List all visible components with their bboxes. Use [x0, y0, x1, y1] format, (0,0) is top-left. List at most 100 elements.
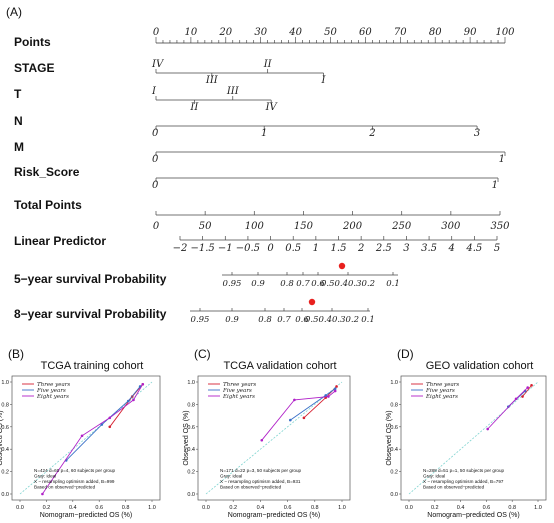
survival-tick-label: 0.9 — [251, 279, 265, 289]
x-tick-label: 0.0 — [405, 505, 413, 511]
calibration-note: Based on observed−predicted — [423, 485, 485, 490]
survival-tick-label: 0.7 — [296, 279, 310, 289]
points-tick-label: 10 — [185, 27, 198, 38]
covariate-level-label: IV — [265, 102, 279, 113]
points-tick-label: 100 — [495, 27, 515, 38]
calibration-note: Based on observed−predicted — [220, 485, 282, 490]
calibration-note: Gray: ideal — [423, 474, 445, 479]
nomogram-row-label: M — [14, 140, 24, 154]
points-tick-label: 30 — [254, 27, 267, 38]
total-points-tick-label: 150 — [294, 221, 314, 232]
panel-tag: (C) — [194, 347, 211, 361]
survival-tick-label: 0.8 — [258, 315, 272, 325]
panel-tag: (B) — [8, 347, 24, 361]
series-line — [522, 385, 532, 397]
series-point — [302, 416, 306, 420]
linear-predictor-tick-label: 3 — [403, 243, 409, 254]
survival-tick-label: 0.8 — [280, 279, 294, 289]
survival-tick-label: 0.50.40.30.2 — [321, 279, 375, 289]
series-point — [333, 387, 337, 391]
x-axis-label: Nomogram−predicted OS (%) — [40, 512, 132, 519]
calibration-plots: (B) TCGA training cohort 0.0 0.0 0.2 0.2 0.4 0.… — [0, 347, 547, 519]
covariate-level-label: I — [151, 86, 157, 97]
total-points-tick-label: 350 — [490, 221, 510, 232]
y-tick-label: 0.0 — [1, 492, 9, 498]
legend-label: Three years — [37, 382, 70, 388]
x-tick-label: 1.0 — [338, 505, 346, 511]
x-tick-label: 0.6 — [95, 505, 103, 511]
calibration-plot: (B) TCGA training cohort 0.0 0.0 0.2 0.2 0.4 0.… — [0, 347, 161, 519]
ideal-line — [19, 381, 153, 495]
x-tick-label: 0.8 — [311, 505, 319, 511]
series-point — [126, 399, 130, 403]
x-tick-label: 0.6 — [483, 505, 491, 511]
linear-predictor-tick-label: 3.5 — [421, 243, 437, 254]
covariate-level-label: 1 — [261, 128, 267, 139]
survival-tick-label: 0.9 — [225, 315, 239, 325]
survival-tick-label: 0.95 — [191, 315, 210, 325]
series-point — [521, 395, 524, 398]
total-points-tick-label: 200 — [342, 221, 363, 232]
total-points-tick-label: 250 — [391, 221, 412, 232]
linear-predictor-tick-label: 1 — [313, 243, 319, 254]
covariate-level-label: II — [189, 102, 199, 113]
y-tick-label: 0.8 — [187, 402, 195, 408]
y-tick-label: 0.6 — [390, 425, 398, 431]
series-point — [327, 395, 330, 398]
points-tick-label: 80 — [429, 27, 442, 38]
points-tick-label: 60 — [359, 27, 372, 38]
points-tick-label: 70 — [394, 27, 407, 38]
calibration-note: X − resampling optimism added, B=797 — [423, 479, 504, 484]
nomogram-row-label: N — [14, 114, 23, 128]
calibration-note: N=171 d=22 p=3, 50 subjects per group — [220, 468, 302, 473]
series-point — [108, 425, 112, 429]
plot-frame — [400, 375, 547, 501]
survival-tick-label: 0.1 — [386, 279, 400, 289]
y-tick-label: 0.2 — [390, 470, 398, 476]
linear-predictor-tick-label: −2 — [173, 243, 188, 254]
legend-label: Eight years — [36, 394, 69, 400]
y-tick-label: 0.4 — [187, 447, 195, 453]
legend-label: Five years — [222, 388, 252, 394]
covariate-level-label: III — [205, 75, 219, 86]
calibration-note: N=424 d=60 p=4, 60 subjects per group — [34, 468, 116, 473]
series-point — [324, 394, 327, 397]
linear-predictor-tick-label: −0.5 — [236, 243, 260, 254]
series-point — [335, 385, 338, 388]
linear-predictor-tick-label: 2 — [357, 243, 364, 254]
plot-frame — [197, 375, 351, 501]
ideal-line — [408, 381, 539, 495]
x-tick-label: 0.4 — [69, 505, 77, 511]
y-tick-label: 0.6 — [187, 425, 195, 431]
linear-predictor-tick-label: 4.5 — [465, 243, 482, 254]
legend-label: Five years — [425, 388, 455, 394]
total-points-tick-label: 100 — [245, 221, 265, 232]
series-point — [526, 386, 529, 389]
x-tick-label: 1.0 — [534, 505, 542, 511]
covariate-level-label: IV — [151, 59, 165, 70]
y-axis-label: Observed OS (%) — [183, 410, 190, 465]
survival-tick-label: 0.50.40.30.2 — [305, 315, 359, 325]
series-point — [293, 398, 296, 402]
x-tick-label: 0.4 — [457, 505, 465, 511]
x-tick-label: 0.8 — [122, 505, 130, 511]
series-point — [486, 427, 489, 431]
series-line — [261, 390, 336, 441]
x-tick-label: 0.0 — [16, 505, 24, 511]
series-line — [290, 388, 336, 421]
covariate-level-label: 2 — [368, 128, 375, 139]
panel-tag: (D) — [397, 347, 414, 361]
x-tick-label: 0.0 — [202, 505, 210, 511]
y-tick-label: 0.0 — [187, 492, 195, 498]
calibration-note: X − resampling optimism added, B=931 — [220, 479, 301, 484]
calibration-plot: (C) TCGA validation cohort 0.0 0.0 0.2 0.2 0.4… — [183, 347, 351, 519]
points-tick-label: 20 — [218, 27, 232, 38]
series-point — [41, 492, 44, 496]
y-tick-label: 1.0 — [1, 380, 9, 386]
calibration-plot: (D) GEO validation cohort 0.0 0.0 0.2 0.2 0.4 0… — [386, 347, 547, 519]
survival-tick-label: 0.1 — [361, 315, 375, 325]
panel-a-tag: (A) — [6, 5, 22, 19]
calibration-note: Gray: ideal — [34, 474, 56, 479]
y-tick-label: 0.8 — [390, 402, 398, 408]
